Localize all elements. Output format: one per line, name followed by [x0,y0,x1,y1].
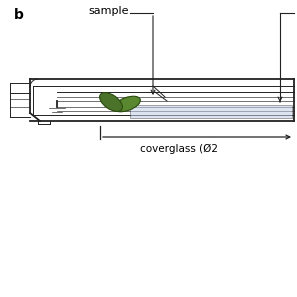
Ellipse shape [114,96,140,112]
Bar [130,105,292,118]
Ellipse shape [99,93,122,111]
Text: sample: sample [88,6,129,16]
Text: b: b [14,8,24,22]
Text: coverglass (Ø2: coverglass (Ø2 [140,144,218,154]
